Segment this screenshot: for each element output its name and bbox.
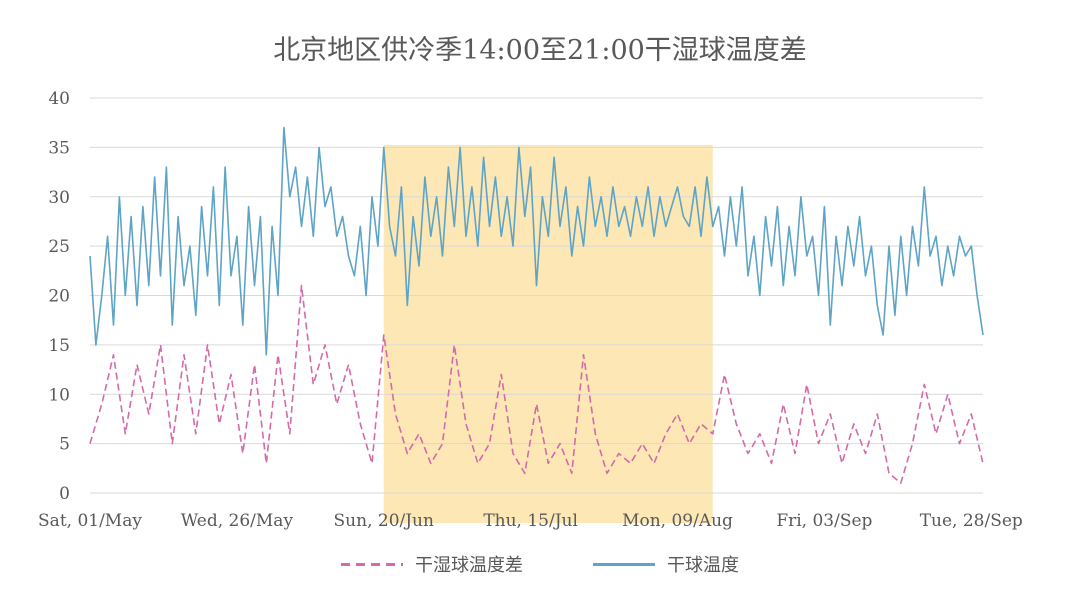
legend-item-drybulb[interactable]: 干球温度 [593, 551, 739, 577]
y-tick-label-4: 20 [48, 287, 70, 307]
legend-label-drybulb: 干球温度 [667, 555, 739, 576]
y-tick-label-7: 35 [48, 138, 70, 158]
x-tick-label-0: Sat, 01/May [38, 511, 142, 531]
x-tick-label-5: Fri, 03/Sep [776, 511, 872, 531]
y-tick-label-5: 25 [48, 237, 70, 257]
legend-swatch-drybulb [593, 562, 655, 566]
x-tick-label-2: Sun, 20/Jun [334, 511, 434, 531]
x-tick-label-3: Thu, 15/Jul [483, 511, 578, 531]
series-line-0 [89, 284, 984, 484]
legend-label-diff: 干湿球温度差 [415, 555, 523, 576]
y-tick-label-0: 0 [59, 484, 70, 504]
y-tick-label-6: 30 [48, 188, 70, 208]
legend: 干湿球温度差 干球温度 [0, 551, 1080, 577]
x-tick-label-4: Mon, 09/Aug [622, 511, 733, 531]
x-tick-label-6: Tue, 28/Sep [920, 511, 1023, 531]
y-tick-label-1: 5 [59, 435, 70, 455]
chart-title: 北京地区供冷季14:00至21:00干湿球温度差 [273, 35, 807, 66]
legend-item-diff[interactable]: 干湿球温度差 [341, 551, 523, 577]
y-tick-label-8: 40 [48, 89, 70, 109]
y-tick-label-2: 10 [48, 385, 70, 405]
y-tick-label-3: 15 [48, 336, 70, 356]
highlight-band [383, 145, 713, 523]
legend-swatch-diff [341, 562, 403, 566]
x-tick-label-1: Wed, 26/May [181, 511, 294, 531]
series-line-1 [89, 126, 984, 356]
